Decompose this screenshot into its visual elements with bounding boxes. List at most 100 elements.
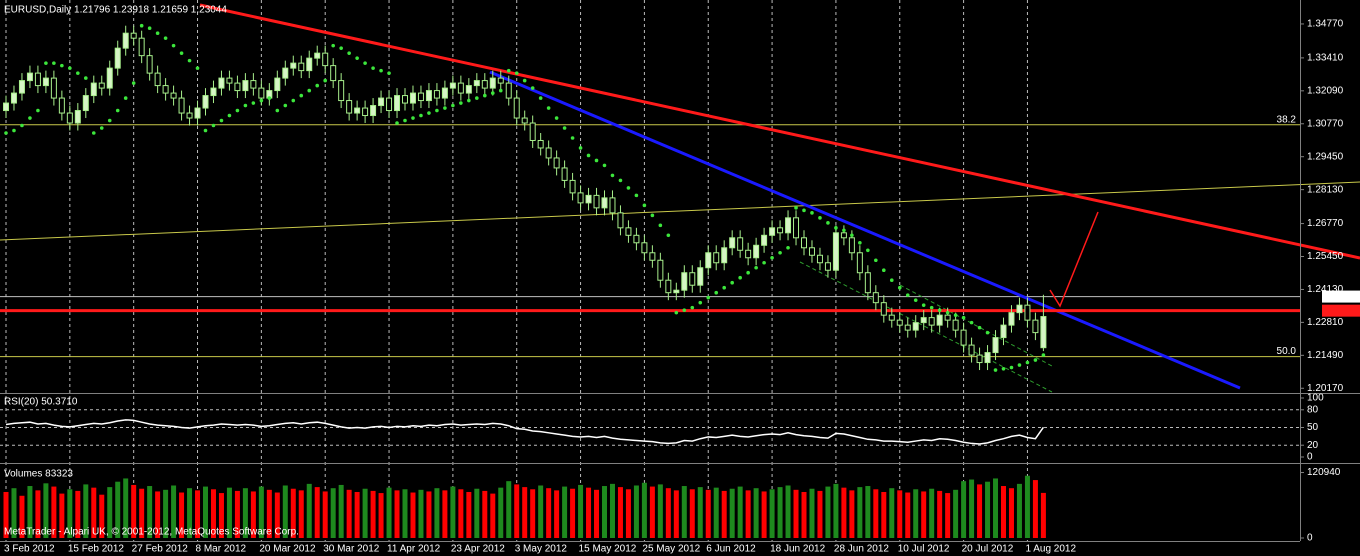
volume-bar <box>761 491 767 538</box>
candle-body <box>721 247 728 264</box>
candle-body <box>314 52 321 59</box>
sar-dot <box>897 285 902 290</box>
x-tick-label: 25 May 2012 <box>642 544 700 555</box>
sar-dot <box>44 61 48 65</box>
candle-body <box>673 289 680 294</box>
volume-bar <box>290 488 296 538</box>
candle-body <box>82 95 89 112</box>
sar-dot <box>514 71 519 75</box>
volume-bar <box>1040 492 1046 538</box>
x-tick-label: 20 Mar 2012 <box>259 544 316 555</box>
volume-bar <box>953 489 959 538</box>
candle-body <box>649 252 656 261</box>
sar-dot <box>977 325 982 330</box>
candle-body <box>322 52 329 67</box>
y-tick-label: 1.25450 <box>1307 251 1344 262</box>
candle-body <box>346 100 353 114</box>
sar-dot <box>1041 353 1046 357</box>
candle-body <box>417 92 424 102</box>
sar-dot <box>826 221 830 225</box>
volume-bar <box>985 481 991 538</box>
volume-bar <box>937 490 943 538</box>
sar-dot <box>147 26 152 30</box>
sar-dot <box>427 111 431 115</box>
volume-bar <box>977 484 983 538</box>
candle-body <box>928 317 935 326</box>
y-tick-label: 50 <box>1307 422 1319 433</box>
volume-bar <box>753 488 759 538</box>
candle-body <box>218 77 225 89</box>
candle-body <box>872 292 879 304</box>
volume-bar <box>147 486 153 538</box>
sar-dot <box>411 116 415 120</box>
candle-body <box>505 82 512 99</box>
volume-bar <box>306 483 312 538</box>
volume-bar <box>873 489 879 538</box>
x-tick-label: 18 Jun 2012 <box>770 544 825 555</box>
sar-dot <box>323 78 328 83</box>
volume-bar <box>99 494 105 538</box>
candle-body <box>378 97 385 107</box>
sar-dot <box>20 123 24 128</box>
sar-dot <box>371 66 375 70</box>
sar-dot <box>554 116 559 120</box>
sar-dot <box>953 313 958 317</box>
candle-body <box>154 72 161 87</box>
candle-body <box>274 77 281 92</box>
volume-bar <box>785 485 791 538</box>
volume-bar <box>809 488 815 538</box>
sar-dot <box>251 101 256 105</box>
sar-dot <box>99 126 104 130</box>
candle-body <box>186 112 193 119</box>
sar-dot <box>586 153 591 158</box>
volume-bar <box>586 487 592 538</box>
volume-bar <box>426 491 432 538</box>
candle-body <box>122 32 129 49</box>
volume-bar <box>1016 483 1022 538</box>
volume-bar <box>378 493 384 538</box>
sar-dot <box>379 68 383 73</box>
volume-bar <box>43 483 49 538</box>
candle-body <box>497 77 504 84</box>
rsi-title: RSI(20) 50.3710 <box>4 397 78 408</box>
sar-dot <box>945 310 950 315</box>
volume-bar <box>107 487 113 538</box>
y-tick-label: 1.29450 <box>1307 151 1344 162</box>
volume-bar <box>450 486 456 538</box>
volume-bar <box>282 485 288 538</box>
sar-dot <box>754 265 758 270</box>
sar-dot <box>546 106 551 110</box>
sar-dot <box>68 66 72 70</box>
volume-bar <box>458 489 464 538</box>
candle-body <box>114 47 121 69</box>
sar-dot <box>802 208 806 213</box>
volume-bar <box>370 490 376 538</box>
candle-body <box>665 279 672 294</box>
volume-title: Volumes 83323 <box>4 469 73 480</box>
candle-body <box>90 82 97 97</box>
candle-body <box>936 314 943 326</box>
candle-body <box>617 212 624 229</box>
candle-body <box>386 97 393 112</box>
candle-body <box>729 237 736 249</box>
sar-dot <box>666 233 671 238</box>
volume-bar <box>865 486 871 538</box>
sar-dot <box>578 146 583 150</box>
candle-body <box>202 95 209 109</box>
volume-bar <box>905 492 911 538</box>
candle-body <box>98 82 105 89</box>
y-tick-label: 1.21490 <box>1307 350 1344 361</box>
sar-dot <box>642 203 647 208</box>
volume-bar <box>602 486 607 538</box>
sar-dot <box>4 131 8 135</box>
candle-body <box>641 242 648 254</box>
sar-dot <box>562 126 567 130</box>
sar-dot <box>850 233 854 238</box>
sar-dot <box>459 101 463 105</box>
volume-bar <box>195 490 201 538</box>
volume-bar <box>35 490 41 538</box>
volume-bar <box>522 487 528 538</box>
volume-bar <box>1001 486 1006 538</box>
sar-dot <box>435 108 439 113</box>
volume-bar <box>131 484 137 538</box>
